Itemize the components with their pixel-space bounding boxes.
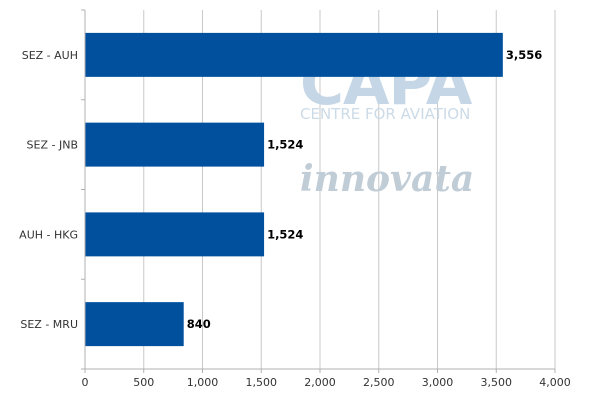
x-tick-label: 3,500 [481,376,513,389]
data-label: 3,556 [506,48,542,62]
x-tick-label: 2,000 [304,376,336,389]
category-label: AUH - HKG [19,228,78,241]
x-tick-label: 4,000 [539,376,571,389]
data-label: 1,524 [267,138,303,152]
labels: 0 500 1,000 1,500 2,000 2,500 3,000 3,500 4,000 S… [19,48,571,389]
bar [85,302,184,347]
x-tick-label: 1,500 [246,376,278,389]
x-tick-label: 2,500 [363,376,395,389]
watermark-partner: innovata [300,158,474,200]
bar [85,122,265,167]
x-tick-label: 1,000 [187,376,219,389]
watermark-tagline: CENTRE FOR AVIATION [300,105,470,123]
x-tick-label: 0 [82,376,89,389]
bar [85,212,265,257]
x-tick-label: 3,000 [422,376,454,389]
axes [81,9,556,373]
category-label: SEZ - JNB [27,139,78,152]
category-label: SEZ - MRU [20,318,78,331]
category-label: SEZ - AUH [22,49,78,62]
data-label: 840 [187,317,211,331]
bars [85,32,503,347]
x-tick-label: 500 [133,376,154,389]
bar [85,32,503,77]
data-label: 1,524 [267,227,303,241]
